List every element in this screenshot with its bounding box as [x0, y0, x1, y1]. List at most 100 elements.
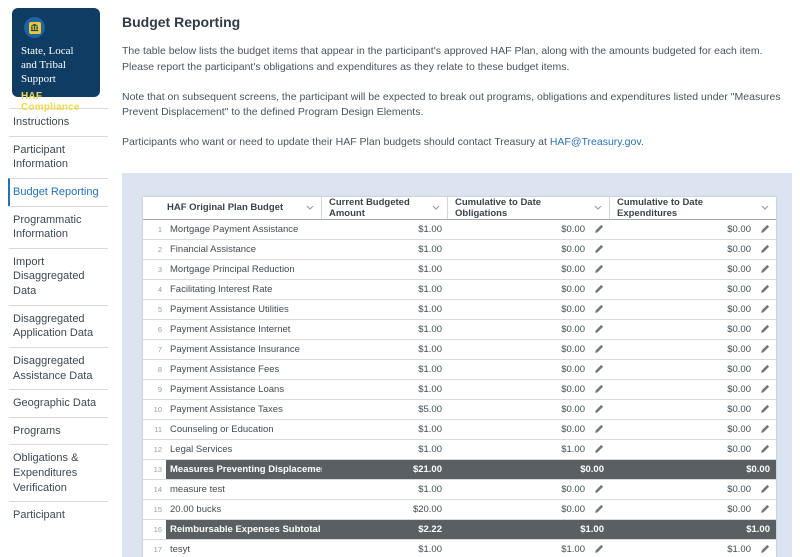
sidebar-item-programmatic-information[interactable]: Programmatic Information: [8, 205, 108, 248]
chevron-down-icon[interactable]: [306, 205, 314, 211]
table-row: 9 Payment Assistance Loans $1.00 $0.00 $…: [143, 380, 776, 400]
expenditures-cell: $0.00: [610, 320, 776, 339]
treasury-email-link[interactable]: HAF@Treasury.gov: [549, 136, 641, 148]
edit-pencil-icon[interactable]: [760, 364, 770, 374]
sidebar-item-label: Instructions: [13, 116, 70, 128]
expenditures-cell: $0.00: [610, 400, 776, 419]
table-row: 8 Payment Assistance Fees $1.00 $0.00 $0…: [143, 360, 776, 380]
edit-pencil-icon[interactable]: [594, 384, 604, 394]
edit-pencil-icon[interactable]: [594, 224, 604, 234]
chevron-down-icon[interactable]: [761, 205, 769, 211]
edit-pencil-icon[interactable]: [594, 244, 604, 254]
expenditures-cell: $0.00: [610, 459, 776, 479]
sidebar-item-obligations-expenditures-verification[interactable]: Obligations & Expenditures Verification: [8, 444, 108, 501]
obligations-amount: $0.00: [561, 383, 585, 395]
budgeted-amount: $1.00: [418, 443, 442, 455]
row-number: 4: [157, 284, 162, 294]
edit-pencil-icon[interactable]: [594, 544, 604, 554]
expenditures-amount: $0.00: [727, 323, 751, 335]
edit-pencil-icon[interactable]: [594, 304, 604, 314]
sidebar-item-geographic-data[interactable]: Geographic Data: [8, 389, 108, 417]
expenditures-cell: $0.00: [610, 480, 776, 499]
budgeted-amount: $1.00: [418, 223, 442, 235]
edit-pencil-icon[interactable]: [760, 384, 770, 394]
sidebar-item-label: Programs: [13, 424, 61, 437]
budget-item-name: Mortgage Principal Reduction: [170, 263, 295, 275]
edit-pencil-icon[interactable]: [760, 544, 770, 554]
row-number: 9: [157, 384, 162, 394]
org-name: State, Local and Tribal Support: [21, 45, 74, 85]
edit-pencil-icon[interactable]: [760, 284, 770, 294]
sidebar-nav: Instructions Participant Information Bud…: [8, 108, 108, 529]
budgeted-amount-cell: $1.00: [322, 280, 448, 299]
obligations-amount: $0.00: [561, 243, 585, 255]
budget-item-name: Mortgage Payment Assistance: [170, 223, 299, 235]
edit-pencil-icon[interactable]: [760, 504, 770, 514]
sidebar-item-programs[interactable]: Programs: [8, 416, 108, 445]
budgeted-amount-cell: $1.00: [322, 480, 448, 499]
expenditures-cell: $0.00: [610, 420, 776, 439]
edit-pencil-icon[interactable]: [760, 344, 770, 354]
edit-pencil-icon[interactable]: [594, 284, 604, 294]
edit-pencil-icon[interactable]: [760, 264, 770, 274]
edit-pencil-icon[interactable]: [594, 404, 604, 414]
obligations-cell: $0.00: [448, 300, 610, 319]
edit-pencil-icon[interactable]: [760, 444, 770, 454]
sidebar-item-label: Disaggregated Assistance Data: [13, 354, 93, 382]
edit-pencil-icon[interactable]: [760, 484, 770, 494]
budget-item-name: Measures Preventing Displacement Subtota…: [166, 459, 322, 479]
table-row: 3 Mortgage Principal Reduction $1.00 $0.…: [143, 260, 776, 280]
chevron-down-icon[interactable]: [432, 205, 440, 211]
edit-pencil-icon[interactable]: [760, 304, 770, 314]
sidebar-item-import-disaggregated-data[interactable]: Import Disaggregated Data: [8, 247, 108, 305]
column-header-label: Current Budgeted Amount: [329, 196, 410, 219]
expenditures-cell: $0.00: [610, 340, 776, 359]
edit-pencil-icon[interactable]: [760, 424, 770, 434]
sidebar-item-budget-reporting[interactable]: Budget Reporting: [8, 177, 108, 206]
edit-pencil-icon[interactable]: [594, 264, 604, 274]
edit-pencil-icon[interactable]: [594, 484, 604, 494]
expenditures-amount: $0.00: [727, 243, 751, 255]
budget-item-name: tesyt: [170, 543, 191, 555]
budgeted-amount: $1.00: [418, 343, 442, 355]
edit-pencil-icon[interactable]: [594, 344, 604, 354]
edit-pencil-icon[interactable]: [760, 244, 770, 254]
table-row: 14 measure test $1.00 $0.00 $0.00: [143, 480, 776, 500]
table-body: 1 Mortgage Payment Assistance $1.00 $0.0…: [143, 220, 776, 557]
budgeted-amount: $1.00: [418, 383, 442, 395]
budgeted-amount: $21.00: [412, 463, 442, 475]
edit-pencil-icon[interactable]: [594, 504, 604, 514]
obligations-amount: $0.00: [561, 323, 585, 335]
budget-item-name: Payment Assistance Loans: [170, 383, 285, 395]
obligations-cell: $0.00: [448, 220, 610, 239]
sidebar-item-disaggregated-application-data[interactable]: Disaggregated Application Data: [8, 304, 108, 347]
sidebar-item-label: Obligations & Expenditures Verification: [13, 452, 79, 494]
edit-pencil-icon[interactable]: [760, 224, 770, 234]
obligations-amount: $0.00: [561, 503, 585, 515]
obligations-cell: $0.00: [448, 380, 610, 399]
sidebar-item-participant-information[interactable]: Participant Information: [8, 135, 108, 178]
edit-pencil-icon[interactable]: [594, 364, 604, 374]
edit-pencil-icon[interactable]: [760, 324, 770, 334]
expenditures-amount: $0.00: [727, 303, 751, 315]
sidebar-item-disaggregated-assistance-data[interactable]: Disaggregated Assistance Data: [8, 346, 108, 389]
edit-pencil-icon[interactable]: [594, 324, 604, 334]
expenditures-cell: $0.00: [610, 240, 776, 259]
edit-pencil-icon[interactable]: [760, 404, 770, 414]
obligations-amount: $1.00: [561, 543, 585, 555]
edit-pencil-icon[interactable]: [594, 444, 604, 454]
row-number: 7: [157, 344, 162, 354]
obligations-cell: $0.00: [448, 400, 610, 419]
chevron-down-icon[interactable]: [594, 205, 602, 211]
treasury-seal-icon: [24, 17, 45, 38]
sidebar-item-instructions[interactable]: Instructions: [8, 108, 108, 136]
obligations-amount: $0.00: [561, 343, 585, 355]
edit-pencil-icon[interactable]: [594, 424, 604, 434]
budget-item-name: Financial Assistance: [170, 243, 257, 255]
budgeted-amount: $20.00: [412, 503, 442, 515]
obligations-cell: $1.00: [448, 540, 610, 557]
row-number: 15: [153, 504, 162, 514]
budgeted-amount: $1.00: [418, 483, 442, 495]
sidebar-item-participant[interactable]: Participant: [8, 501, 108, 529]
